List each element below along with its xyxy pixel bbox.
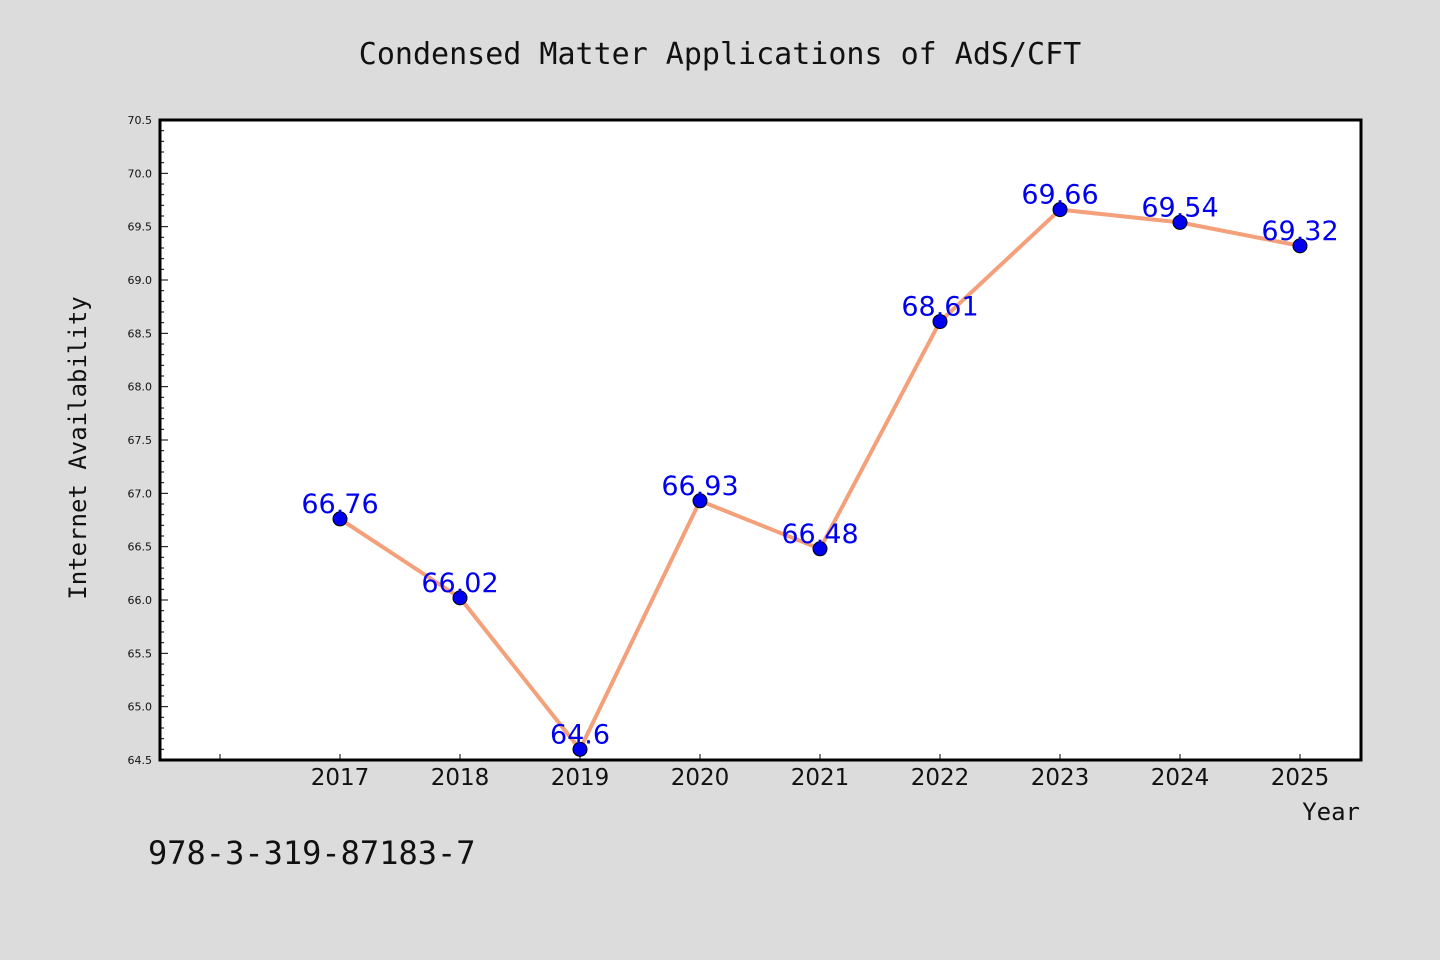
x-tick-label: 2024 [1151, 765, 1210, 791]
y-axis-label: Internet Availability [64, 296, 92, 599]
y-tick-label: 68.5 [128, 327, 153, 340]
x-tick-label: 2021 [791, 765, 850, 791]
data-point [332, 511, 348, 527]
data-point [1052, 202, 1068, 218]
y-tick-label: 68.0 [128, 381, 153, 394]
data-point [452, 590, 468, 606]
data-label: 66.76 [301, 489, 378, 520]
data-point [572, 741, 588, 757]
data-point [932, 314, 948, 330]
data-label: 66.48 [781, 519, 858, 550]
series-layer: 66.76 66.02 64.6 66.93 66.48 68.61 69.66 69.54 6… [301, 180, 1339, 757]
y-tick-label: 65.0 [128, 701, 153, 714]
data-label: 69.66 [1021, 180, 1098, 211]
data-point [812, 541, 828, 557]
x-tick-label: 2017 [311, 765, 370, 791]
data-label: 69.54 [1141, 192, 1218, 223]
data-label: 66.93 [661, 471, 738, 502]
data-label: 64.6 [550, 719, 610, 750]
data-point [1292, 238, 1308, 254]
isbn-footer: 978-3-319-87183-7 [148, 834, 476, 872]
chart-title: Condensed Matter Applications of AdS/CFT [359, 37, 1081, 72]
y-tick-label: 70.0 [128, 167, 153, 180]
data-point [1172, 214, 1188, 230]
x-tick-label: 2018 [431, 765, 490, 791]
y-tick-label: 66.0 [128, 594, 153, 607]
x-axis-label: Year [1302, 798, 1360, 826]
x-tick-label: 2023 [1031, 765, 1090, 791]
data-label: 69.32 [1261, 216, 1338, 247]
plot-area [158, 118, 1363, 762]
y-tick-label: 65.5 [128, 647, 153, 660]
x-tick-label: 2020 [671, 765, 730, 791]
y-tick-label: 69.5 [128, 221, 153, 234]
y-tick-label: 67.5 [128, 434, 153, 447]
x-tick-label: 2022 [911, 765, 970, 791]
y-axis: 64.5 65.0 65.5 66.0 66.5 67.0 67.5 68.0 68.5 69.0… [128, 114, 168, 767]
y-tick-label: 67.0 [128, 487, 153, 500]
x-axis: 2017 2018 2019 2020 2021 2022 2023 2024 2025 [219, 754, 1330, 791]
y-tick-label: 69.0 [128, 274, 153, 287]
data-label: 66.02 [421, 568, 498, 599]
data-label: 68.61 [901, 292, 978, 323]
y-tick-label: 70.5 [128, 114, 153, 127]
data-point [692, 493, 708, 509]
y-tick-label: 66.5 [128, 541, 153, 554]
y-tick-label: 64.5 [128, 754, 153, 767]
x-tick-label: 2025 [1271, 765, 1330, 791]
x-tick-label: 2019 [551, 765, 610, 791]
